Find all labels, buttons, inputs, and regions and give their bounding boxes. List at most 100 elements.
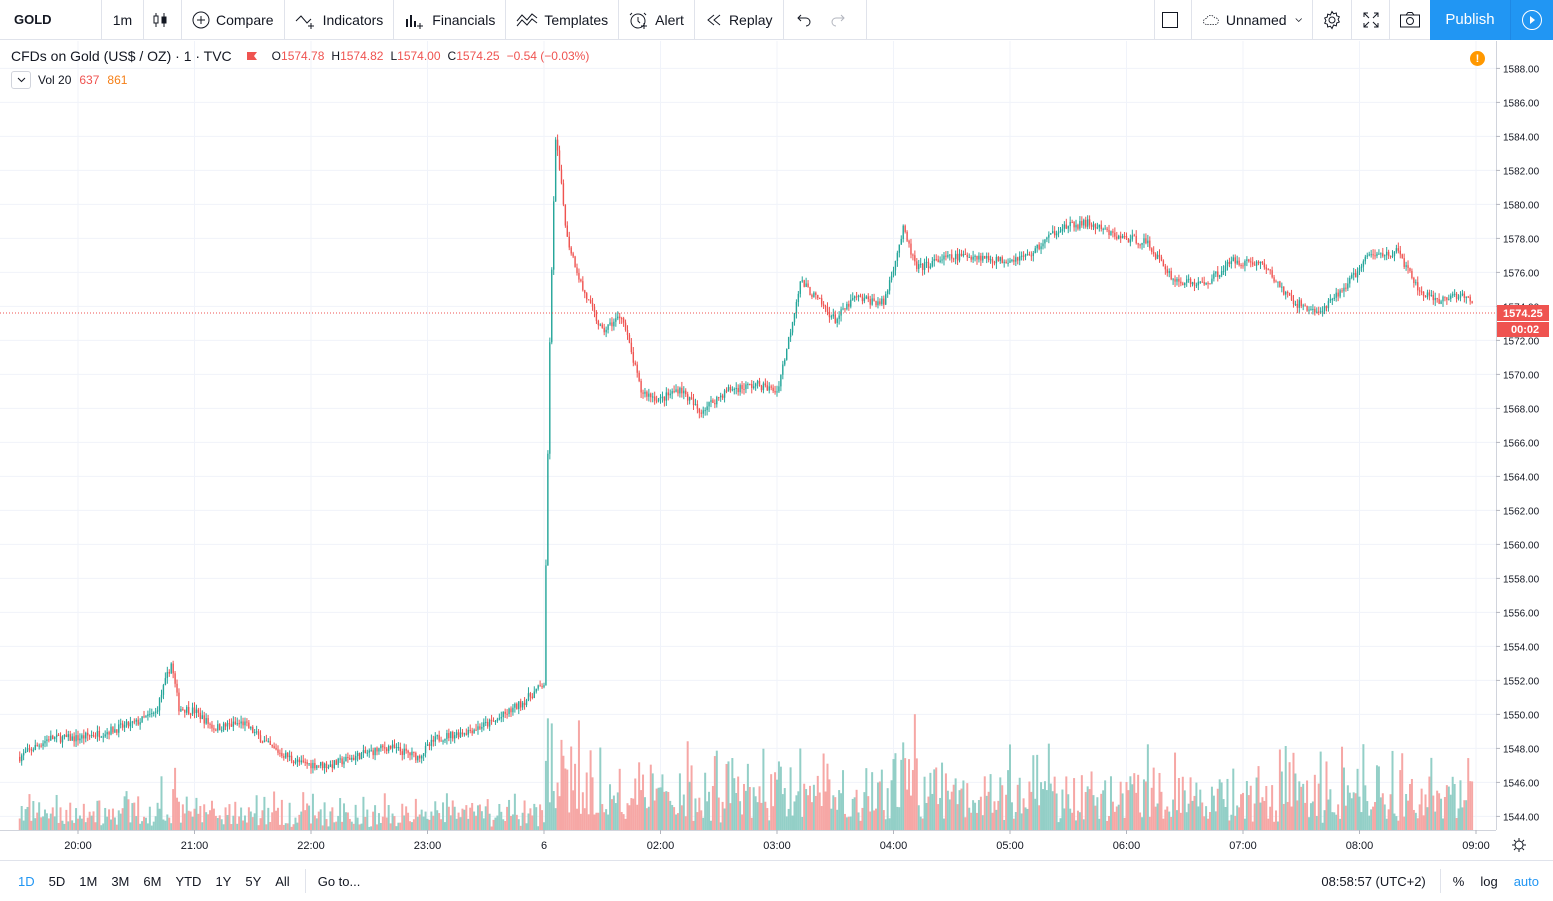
volume-bar: [715, 750, 718, 830]
auto-scale-toggle[interactable]: auto: [1513, 873, 1539, 889]
candle-body: [1339, 290, 1341, 297]
volume-bar: [179, 822, 182, 830]
range-all[interactable]: All: [275, 873, 290, 889]
financials-button[interactable]: Financials: [394, 0, 507, 40]
candle-body: [321, 762, 324, 769]
volume-bar: [1255, 777, 1258, 830]
range-5y[interactable]: 5Y: [245, 873, 262, 889]
range-6m[interactable]: 6M: [143, 873, 162, 889]
templates-button[interactable]: Templates: [506, 0, 620, 40]
candle-body: [1290, 295, 1293, 301]
volume-bar: [744, 790, 747, 830]
candle-body: [892, 270, 895, 276]
candle-body: [1219, 275, 1221, 277]
interval-button[interactable]: 1m: [102, 0, 144, 40]
volume-bar: [834, 797, 837, 830]
chart-type-button[interactable]: [144, 0, 182, 40]
candles-icon: [153, 12, 166, 27]
volume-bar: [1026, 808, 1029, 830]
volume-bar: [774, 772, 777, 830]
volume-bar: [535, 807, 538, 830]
candle-body: [1065, 224, 1068, 229]
candle-body: [863, 298, 866, 302]
time-axis[interactable]: 20:00 21:00 22:00 23:00 6 02:00 03:00 04:00 05:0…: [64, 830, 1490, 852]
volume-bar: [1261, 797, 1264, 830]
volume-bar: [59, 807, 62, 830]
candle-body: [407, 750, 409, 753]
redo-button[interactable]: [824, 0, 867, 40]
volume-bar: [684, 816, 687, 830]
range-3m[interactable]: 3M: [111, 873, 130, 889]
volume-bar: [1100, 793, 1103, 830]
volume-bar: [1393, 813, 1396, 830]
candle-body: [688, 397, 691, 401]
legend-collapse-button[interactable]: [11, 71, 31, 89]
range-5d[interactable]: 5D: [48, 873, 66, 889]
volume-bar: [843, 813, 846, 830]
candle-body: [520, 701, 522, 708]
layout-menu-button[interactable]: Unnamed: [1192, 0, 1313, 40]
log-scale-toggle[interactable]: log: [1480, 873, 1498, 889]
candle-body: [912, 254, 914, 256]
candle-body: [751, 384, 753, 388]
percent-scale-toggle[interactable]: %: [1452, 873, 1465, 889]
settings-button[interactable]: [1313, 0, 1352, 40]
time-axis-settings-button[interactable]: [1512, 838, 1526, 852]
compare-button[interactable]: Compare: [182, 0, 285, 40]
candle-body: [156, 710, 159, 712]
candle-body: [174, 673, 176, 684]
volume-bar: [226, 815, 229, 830]
snapshot-button[interactable]: [1390, 0, 1430, 40]
volume-bar: [616, 792, 619, 830]
publish-video-button[interactable]: [1510, 0, 1553, 40]
flag-icon[interactable]: [246, 51, 258, 62]
volume-bar: [434, 801, 437, 830]
indicators-button[interactable]: Indicators: [285, 0, 395, 40]
volume-bar: [533, 803, 536, 830]
fullscreen-button[interactable]: [1352, 0, 1390, 40]
volume-bar: [1290, 806, 1293, 830]
volume-bar: [1339, 818, 1342, 830]
candle-body: [572, 253, 574, 257]
price-axis[interactable]: 1544.001546.001548.001550.001552.001554.…: [1496, 41, 1540, 823]
range-1y[interactable]: 1Y: [215, 873, 232, 889]
volume-bar: [108, 809, 111, 830]
range-1d[interactable]: 1D: [18, 873, 35, 889]
symbol-search[interactable]: GOLD: [0, 0, 102, 40]
volume-bar: [818, 792, 821, 830]
candle-body: [271, 744, 273, 747]
range-ytd[interactable]: YTD: [175, 873, 202, 889]
timezone-clock[interactable]: 08:58:57 (UTC+2): [1321, 873, 1426, 889]
volume-bar: [445, 793, 448, 830]
volume-bar: [1418, 804, 1421, 830]
candle-body: [811, 294, 813, 297]
candle-body: [1316, 311, 1318, 313]
top-toolbar: GOLD 1m Compare Indicators Financials Te…: [0, 0, 1553, 40]
warning-icon[interactable]: !: [1470, 51, 1485, 66]
camera-icon: [1400, 11, 1420, 27]
candle-body: [467, 729, 469, 735]
volume-label[interactable]: Vol 20: [38, 73, 72, 87]
volume-bar: [420, 809, 423, 830]
candle-body: [867, 296, 869, 300]
candle-body: [824, 305, 827, 308]
volume-bar: [469, 807, 472, 830]
candle-body: [63, 734, 66, 737]
instrument-title[interactable]: CFDs on Gold (US$ / OZ) · 1 · TVC: [11, 48, 232, 64]
fullscreen-layout-button[interactable]: [1154, 0, 1192, 40]
candle-body: [914, 255, 916, 262]
volume-bar: [36, 812, 39, 830]
replay-button[interactable]: Replay: [695, 0, 784, 40]
volume-bar: [1125, 781, 1128, 830]
goto-button[interactable]: Go to...: [317, 873, 361, 889]
volume-bar: [539, 804, 542, 830]
price-chart[interactable]: 1544.001546.001548.001550.001552.001554.…: [0, 41, 1553, 857]
undo-button[interactable]: [784, 0, 824, 40]
candle-body: [807, 283, 809, 288]
y-tick-label: 1586.00: [1503, 98, 1540, 109]
publish-button[interactable]: Publish: [1430, 0, 1510, 40]
volume-bar: [129, 822, 132, 830]
range-1m[interactable]: 1M: [79, 873, 98, 889]
alert-button[interactable]: Alert: [619, 0, 695, 40]
candle-body: [1250, 261, 1252, 263]
